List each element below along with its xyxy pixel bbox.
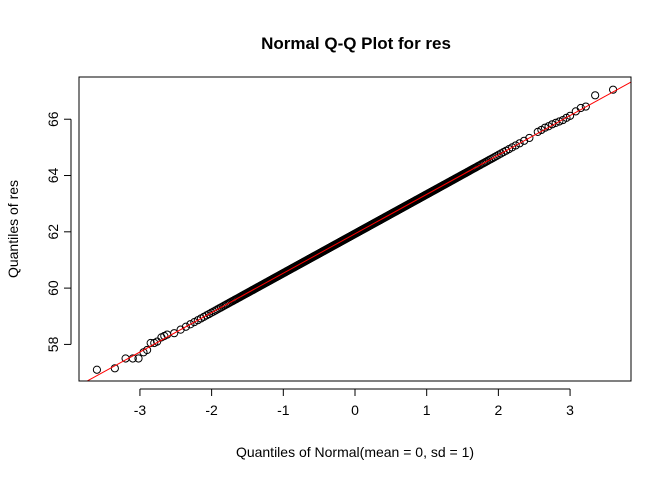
x-tick-label: 3 [566, 402, 574, 418]
data-point [551, 118, 560, 127]
x-tick-label: -3 [134, 402, 147, 418]
data-point [581, 102, 590, 111]
x-axis-label: Quantiles of Normal(mean = 0, sd = 1) [236, 444, 474, 460]
plot-area [86, 81, 631, 381]
data-point [207, 308, 216, 317]
x-tick-label: 1 [423, 402, 431, 418]
y-tick-label: 62 [45, 224, 61, 240]
data-point [490, 153, 499, 162]
y-axis: 58 60 62 64 66 [45, 111, 72, 352]
y-tick-label: 64 [45, 168, 61, 184]
data-point [186, 320, 195, 329]
x-tick-label: 2 [494, 402, 502, 418]
data-point [153, 337, 162, 346]
x-tick-label: -1 [277, 402, 290, 418]
data-point [525, 133, 534, 143]
data-point [565, 111, 575, 120]
y-tick-label: 66 [45, 111, 61, 127]
data-point [488, 154, 497, 163]
y-tick-label: 60 [45, 280, 61, 296]
data-point [181, 322, 191, 331]
data-point [515, 139, 524, 148]
x-axis: -3 -2 -1 0 1 2 3 [134, 388, 574, 418]
data-point [548, 120, 557, 129]
data-point [92, 365, 102, 374]
plot-frame [78, 76, 632, 382]
data-point [591, 91, 600, 100]
data-point [494, 150, 503, 159]
x-tick-label: -2 [205, 402, 218, 418]
x-tick-label: 0 [351, 402, 359, 418]
data-point [134, 354, 143, 363]
y-tick-label: 58 [45, 336, 61, 352]
reference-line [86, 81, 631, 381]
data-point [555, 117, 564, 126]
chart-title: Normal Q-Q Plot for res [261, 34, 451, 53]
data-point [492, 151, 501, 161]
points-group [92, 85, 618, 374]
y-axis-label: Quantiles of res [5, 180, 21, 278]
data-point [204, 309, 214, 319]
data-point [511, 141, 520, 150]
